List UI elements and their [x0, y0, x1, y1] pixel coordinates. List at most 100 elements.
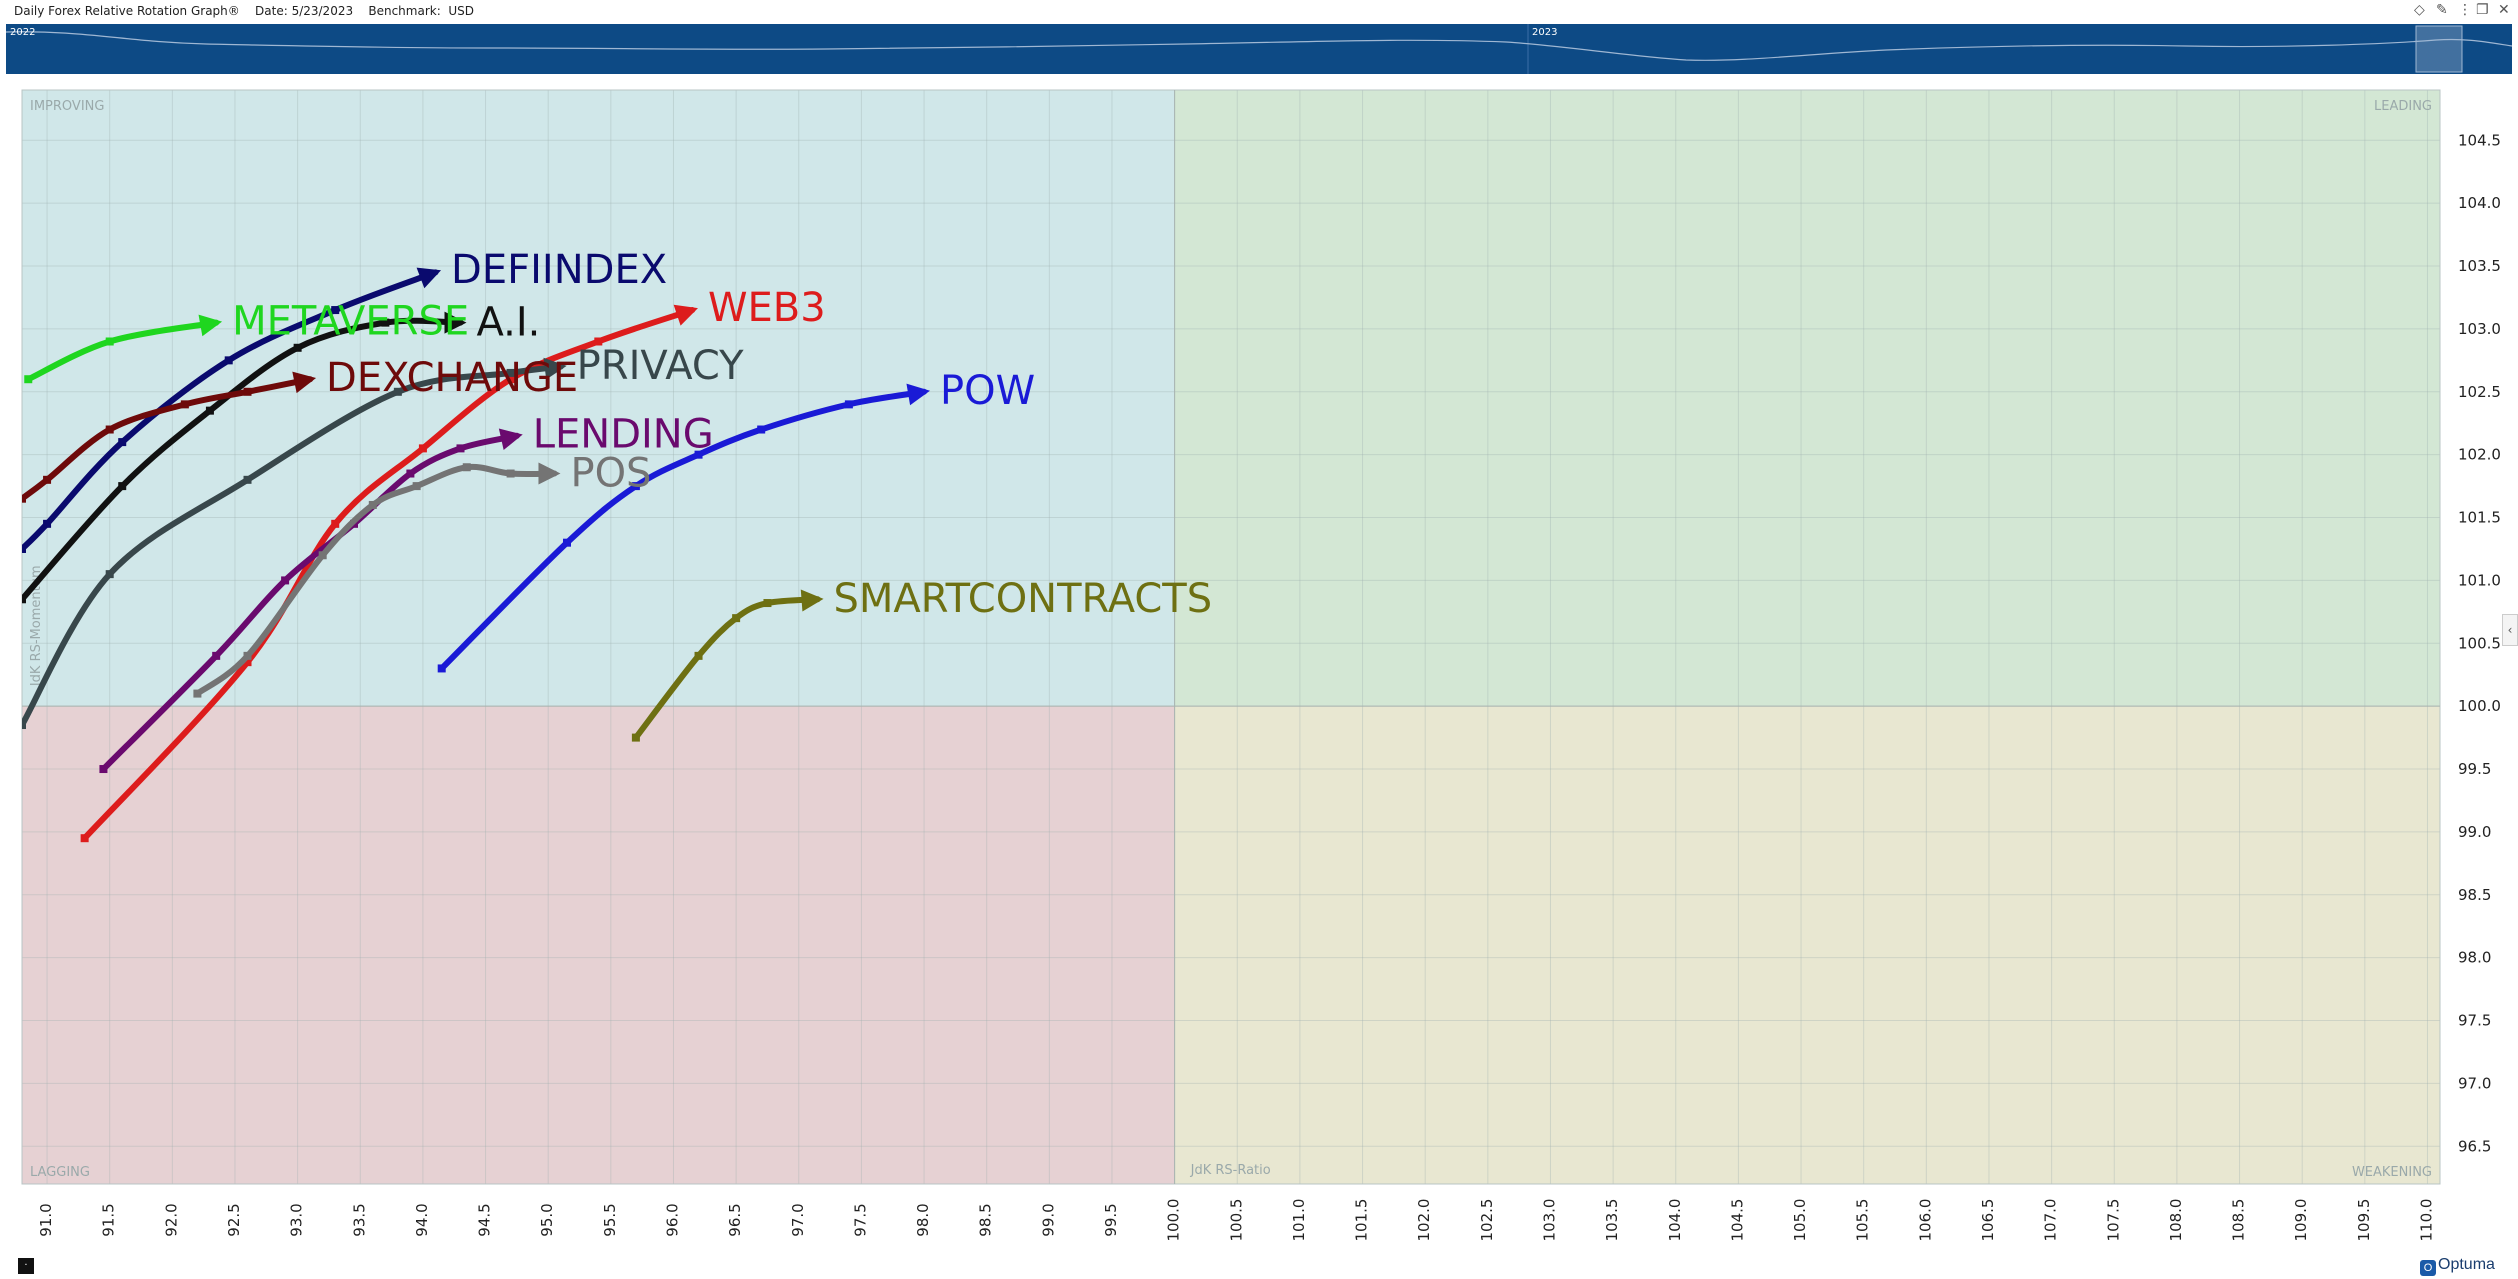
- series-metaverse[interactable]: [24, 314, 223, 384]
- x-tick-label: 101.0: [1290, 1199, 1308, 1242]
- window-title: Daily Forex Relative Rotation Graph® Dat…: [14, 4, 475, 18]
- x-tick-label: 98.5: [977, 1203, 995, 1236]
- y-tick-label: 104.5: [2458, 131, 2501, 149]
- series-point: [80, 834, 89, 843]
- x-tick-label: 109.0: [2292, 1199, 2310, 1242]
- x-tick-label: 92.5: [225, 1203, 243, 1236]
- x-tick-label: 100.5: [1227, 1199, 1245, 1242]
- series-point: [281, 576, 290, 585]
- series-label: SMARTCONTRACTS: [834, 576, 1213, 622]
- x-tick-label: 97.5: [851, 1203, 869, 1236]
- series-smartcontracts[interactable]: [631, 589, 824, 742]
- series-point: [406, 469, 415, 478]
- grid-layer: [21, 89, 2441, 1185]
- x-tick-label: 92.0: [162, 1203, 180, 1236]
- timeline-navigator[interactable]: 2022 2023: [5, 24, 2513, 74]
- series-point: [22, 494, 26, 503]
- series-head-arrow: [416, 267, 442, 289]
- series-point: [105, 337, 114, 346]
- x-tick-label: 99.0: [1039, 1203, 1057, 1236]
- series-dexchange[interactable]: [18, 371, 317, 503]
- x-tick-label: 103.5: [1603, 1199, 1621, 1242]
- series-point: [118, 438, 127, 447]
- series-point: [694, 651, 703, 660]
- x-tick-label: 97.0: [789, 1203, 807, 1236]
- x-tick-label: 95.0: [538, 1203, 556, 1236]
- series-point: [381, 318, 390, 327]
- series-label: POW: [940, 368, 1035, 414]
- series-point: [99, 765, 108, 774]
- y-tick-label: 97.5: [2458, 1012, 2491, 1030]
- navigator-year-2022: 2022: [10, 27, 35, 38]
- series-label: POS: [570, 451, 651, 497]
- x-tick-label: 102.5: [1478, 1199, 1496, 1242]
- series-point: [293, 343, 302, 352]
- series-point: [205, 406, 214, 415]
- x-tick-label: 95.5: [601, 1203, 619, 1236]
- side-panel-toggle[interactable]: ‹: [2502, 614, 2518, 646]
- series-defiindex[interactable]: [18, 267, 442, 553]
- y-tick-label: 100.5: [2458, 634, 2501, 652]
- series-pow[interactable]: [437, 383, 930, 673]
- x-axis-label: JdK RS-Ratio: [1190, 1163, 1271, 1178]
- series-point: [393, 387, 402, 396]
- series-label: A.I.: [476, 300, 540, 346]
- y-tick-label: 98.0: [2458, 949, 2491, 967]
- series-point: [193, 689, 202, 698]
- y-tick-label: 104.0: [2458, 194, 2501, 212]
- navigator-window[interactable]: [2415, 25, 2463, 73]
- series-point: [412, 482, 421, 491]
- x-tick-label: 91.5: [100, 1203, 118, 1236]
- quadrant-labels: IMPROVING LEADING LAGGING WEAKENING JdK …: [29, 99, 2432, 1180]
- y-tick-label: 96.5: [2458, 1137, 2491, 1155]
- x-tick-label: 107.5: [2104, 1199, 2122, 1242]
- series-point: [22, 595, 26, 604]
- x-tick-label: 93.0: [288, 1203, 306, 1236]
- x-tick-label: 101.5: [1353, 1199, 1371, 1242]
- series-point: [180, 400, 189, 409]
- quadrant-lagging: [22, 706, 1175, 1184]
- series-point: [732, 614, 741, 623]
- close-icon[interactable]: ✕: [2498, 2, 2510, 18]
- series-web3[interactable]: [80, 304, 698, 843]
- series-point: [43, 475, 52, 484]
- x-tick-label: 107.0: [2042, 1199, 2060, 1242]
- quadrant-weakening: [1174, 706, 2440, 1184]
- series-label: DEXCHANGE: [326, 355, 578, 401]
- series-label: METAVERSE: [232, 299, 469, 345]
- series-head-arrow: [292, 371, 317, 394]
- y-tick-label: 101.5: [2458, 509, 2501, 527]
- y-tick-label: 101.0: [2458, 571, 2501, 589]
- y-axis-label: JdK RS-Momentum: [29, 565, 44, 687]
- series-privacy[interactable]: [18, 357, 567, 730]
- diamond-icon[interactable]: ◇: [2414, 2, 2425, 18]
- series-point: [462, 463, 471, 472]
- quadrant-label-lagging: LAGGING: [30, 1165, 90, 1180]
- series-head-arrow: [673, 304, 698, 326]
- more-icon[interactable]: ⋮: [2458, 2, 2472, 18]
- series-head-arrow: [543, 357, 567, 380]
- series-pos[interactable]: [193, 462, 561, 698]
- quadrant-label-weakening: WEAKENING: [2352, 1165, 2432, 1180]
- x-tick-label: 106.0: [1916, 1199, 1934, 1242]
- x-tick-label: 108.0: [2167, 1199, 2185, 1242]
- y-tick-label: 102.5: [2458, 383, 2501, 401]
- y-tick-label: 102.0: [2458, 446, 2501, 464]
- series-point: [763, 599, 772, 608]
- pin-icon[interactable]: ✎: [2436, 2, 2448, 18]
- y-tick-label: 103.0: [2458, 320, 2501, 338]
- x-tick-label: 104.0: [1666, 1199, 1684, 1242]
- status-icon[interactable]: ·: [18, 1258, 34, 1274]
- series-point: [22, 544, 26, 553]
- restore-icon[interactable]: ❐: [2476, 2, 2489, 18]
- series-point: [331, 306, 340, 315]
- series-point: [418, 444, 427, 453]
- series-point: [43, 519, 52, 528]
- series-tail-line: [194, 463, 558, 697]
- x-tick-label: 105.0: [1791, 1199, 1809, 1242]
- series-head-arrow: [498, 428, 523, 451]
- series-point: [562, 538, 571, 547]
- series-point: [694, 450, 703, 459]
- series-point: [368, 500, 377, 509]
- series-label: DEFIINDEX: [451, 247, 667, 293]
